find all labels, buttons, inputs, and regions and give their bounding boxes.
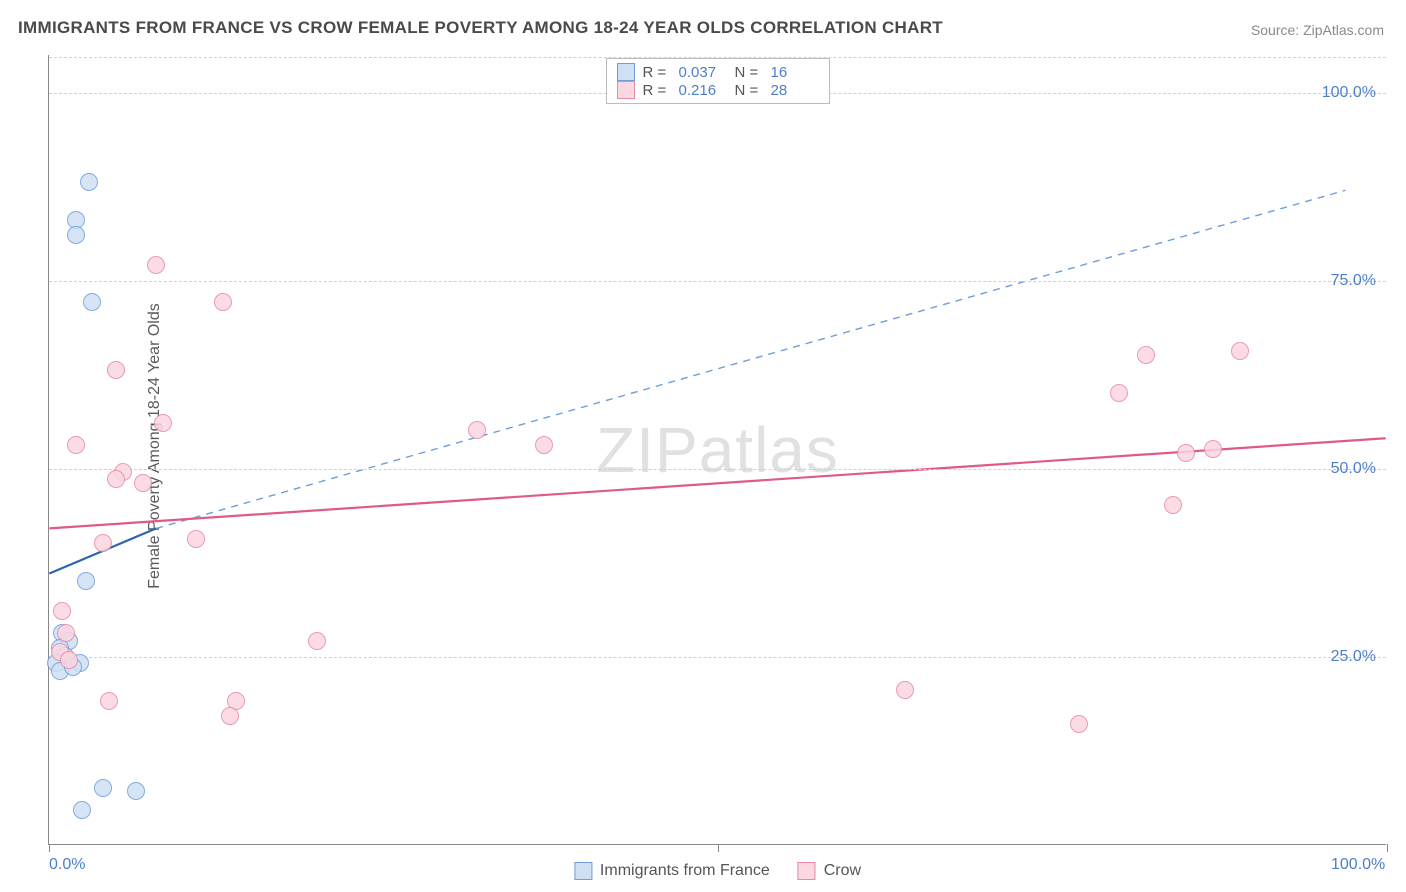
data-point bbox=[154, 414, 172, 432]
legend-swatch bbox=[617, 81, 635, 99]
legend-label: Crow bbox=[824, 862, 861, 880]
x-tick bbox=[718, 844, 719, 852]
data-point bbox=[107, 470, 125, 488]
data-point bbox=[107, 361, 125, 379]
data-point bbox=[221, 707, 239, 725]
chart-title: IMMIGRANTS FROM FRANCE VS CROW FEMALE PO… bbox=[18, 18, 943, 38]
legend-r-label: R = bbox=[643, 64, 671, 81]
data-point bbox=[134, 474, 152, 492]
data-point bbox=[1177, 444, 1195, 462]
legend-swatch bbox=[798, 862, 816, 880]
legend-swatch bbox=[617, 63, 635, 81]
data-point bbox=[535, 436, 553, 454]
y-tick-label: 75.0% bbox=[1331, 272, 1376, 290]
data-point bbox=[214, 293, 232, 311]
data-point bbox=[896, 681, 914, 699]
legend-n-value: 28 bbox=[771, 82, 819, 99]
data-point bbox=[147, 256, 165, 274]
data-point bbox=[80, 173, 98, 191]
x-tick-label: 100.0% bbox=[1331, 856, 1385, 874]
gridline bbox=[49, 281, 1386, 282]
data-point bbox=[1204, 440, 1222, 458]
legend-n-label: N = bbox=[735, 82, 763, 99]
legend-r-value: 0.216 bbox=[679, 82, 727, 99]
data-point bbox=[1164, 496, 1182, 514]
gridline bbox=[49, 657, 1386, 658]
legend-stat-row: R = 0.037 N = 16 bbox=[617, 63, 819, 81]
data-point bbox=[1070, 715, 1088, 733]
legend-n-label: N = bbox=[735, 64, 763, 81]
data-point bbox=[308, 632, 326, 650]
gridline bbox=[49, 469, 1386, 470]
x-tick-label: 0.0% bbox=[49, 856, 85, 874]
data-point bbox=[67, 226, 85, 244]
data-point bbox=[60, 651, 78, 669]
legend-swatch bbox=[574, 862, 592, 880]
watermark: ZIPatlas bbox=[596, 413, 839, 487]
legend-stat-row: R = 0.216 N = 28 bbox=[617, 81, 819, 99]
legend-series: Immigrants from France Crow bbox=[574, 862, 861, 880]
data-point bbox=[94, 534, 112, 552]
data-point bbox=[1137, 346, 1155, 364]
data-point bbox=[1110, 384, 1128, 402]
data-point bbox=[67, 436, 85, 454]
legend-item: Crow bbox=[798, 862, 861, 880]
data-point bbox=[83, 293, 101, 311]
plot-area: ZIPatlas R =0.037N =16R =0.216N =28 Immi… bbox=[48, 55, 1386, 845]
legend-stats: R = 0.037 N = 16 R = 0.216 N = 28 bbox=[606, 58, 830, 104]
data-point bbox=[127, 782, 145, 800]
data-point bbox=[187, 530, 205, 548]
data-point bbox=[73, 801, 91, 819]
data-point bbox=[94, 779, 112, 797]
data-point bbox=[57, 624, 75, 642]
legend-n-value: 16 bbox=[771, 64, 819, 81]
legend-item: Immigrants from France bbox=[574, 862, 770, 880]
y-tick-label: 100.0% bbox=[1322, 84, 1376, 102]
y-tick-label: 25.0% bbox=[1331, 648, 1376, 666]
legend-label: Immigrants from France bbox=[600, 862, 770, 880]
data-point bbox=[100, 692, 118, 710]
x-tick bbox=[1387, 844, 1388, 852]
legend-r-label: R = bbox=[643, 82, 671, 99]
x-tick bbox=[49, 844, 50, 852]
data-point bbox=[1231, 342, 1249, 360]
source-label: Source: ZipAtlas.com bbox=[1251, 22, 1384, 38]
y-tick-label: 50.0% bbox=[1331, 460, 1376, 478]
legend-r-value: 0.037 bbox=[679, 64, 727, 81]
data-point bbox=[53, 602, 71, 620]
data-point bbox=[77, 572, 95, 590]
data-point bbox=[468, 421, 486, 439]
